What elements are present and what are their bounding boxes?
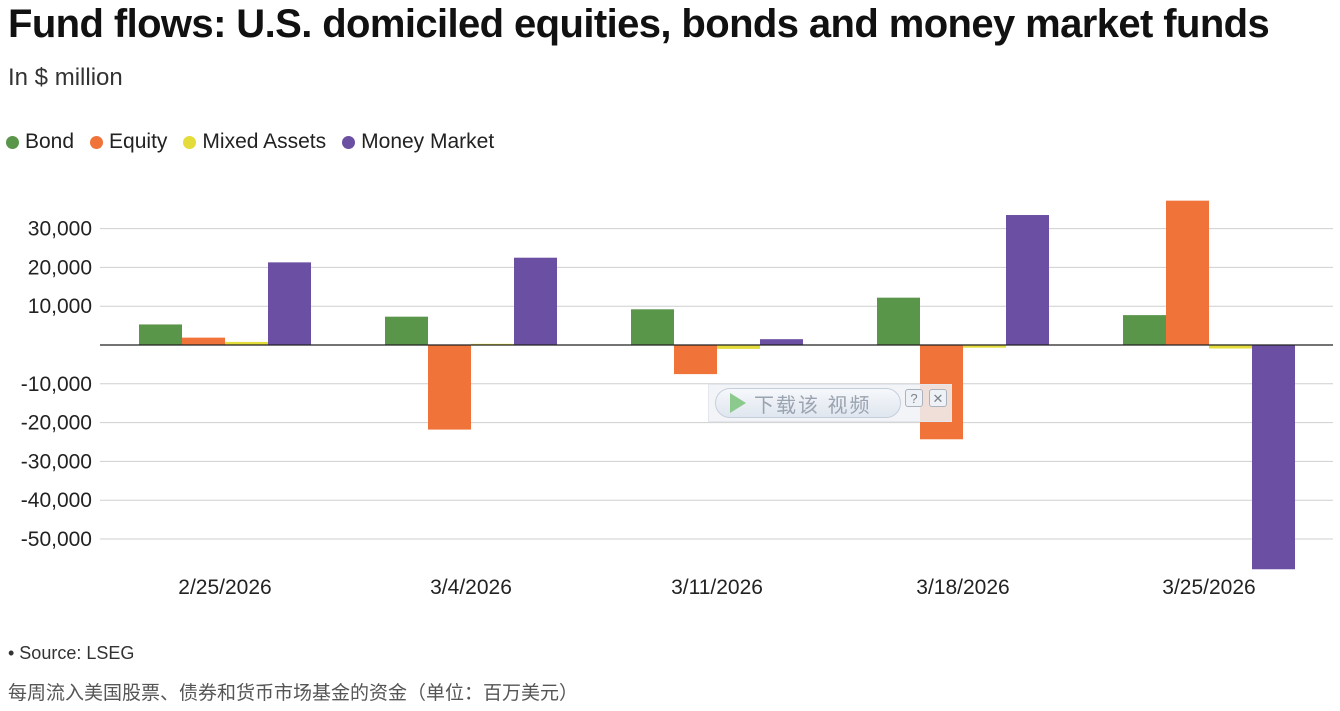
bar-mixed-assets-2 xyxy=(717,345,760,349)
legend-label: Money Market xyxy=(361,130,495,153)
bar-equity-1 xyxy=(428,345,471,430)
legend-item-bond[interactable]: Bond xyxy=(6,130,74,154)
legend: Bond Equity Mixed Assets Money Market xyxy=(6,130,494,154)
bar-money-market-3 xyxy=(1006,215,1049,345)
legend-label: Bond xyxy=(25,130,75,153)
video-download-overlay: 下载该 视频 ? ✕ xyxy=(708,384,952,422)
chinese-caption: 每周流入美国股票、债券和货币市场基金的资金（单位：百万美元） xyxy=(8,683,579,704)
y-tick-label: -50,000 xyxy=(21,528,92,551)
legend-dot-icon xyxy=(342,135,356,149)
legend-item-money-market[interactable]: Money Market xyxy=(342,130,494,154)
y-tick-label: -10,000 xyxy=(21,373,92,396)
bar-equity-0 xyxy=(182,337,225,345)
bar-equity-2 xyxy=(674,345,717,375)
bar-money-market-1 xyxy=(514,257,557,345)
help-icon[interactable]: ? xyxy=(905,389,923,407)
legend-item-equity[interactable]: Equity xyxy=(90,130,167,154)
bar-mixed-assets-3 xyxy=(963,345,1006,348)
x-tick-label: 3/4/2026 xyxy=(430,576,512,599)
bar-bond-2 xyxy=(631,309,674,345)
play-icon xyxy=(730,393,746,413)
y-tick-label: 20,000 xyxy=(28,256,92,279)
bar-mixed-assets-0 xyxy=(225,341,268,345)
bar-bond-3 xyxy=(877,297,920,345)
legend-dot-icon xyxy=(90,135,104,149)
download-video-button[interactable]: 下载该 视频 xyxy=(715,388,901,418)
legend-label: Equity xyxy=(109,130,168,153)
y-tick-label: 10,000 xyxy=(28,295,92,318)
legend-label: Mixed Assets xyxy=(202,130,327,153)
x-tick-label: 3/18/2026 xyxy=(916,576,1009,599)
legend-item-mixed-assets[interactable]: Mixed Assets xyxy=(183,130,326,154)
chart-title: Fund flows: U.S. domiciled equities, bon… xyxy=(8,2,1270,46)
x-tick-label: 2/25/2026 xyxy=(178,576,271,599)
close-icon[interactable]: ✕ xyxy=(929,389,947,407)
legend-dot-icon xyxy=(183,135,197,149)
bar-money-market-0 xyxy=(268,262,311,345)
y-tick-label: 30,000 xyxy=(28,218,92,241)
chart-subtitle: In $ million xyxy=(8,64,123,91)
y-tick-label: -40,000 xyxy=(21,489,92,512)
source-note: • Source: LSEG xyxy=(8,643,135,663)
bar-bond-0 xyxy=(139,324,182,345)
x-tick-label: 3/11/2026 xyxy=(671,576,763,599)
legend-dot-icon xyxy=(6,135,19,149)
download-video-label: 下载该 视频 xyxy=(754,394,872,417)
bar-money-market-4 xyxy=(1252,345,1295,570)
y-tick-label: -20,000 xyxy=(21,412,92,435)
bar-equity-4 xyxy=(1166,200,1209,345)
bar-money-market-2 xyxy=(760,339,803,345)
bar-bond-1 xyxy=(385,316,428,345)
x-tick-label: 3/25/2026 xyxy=(1162,576,1255,599)
bar-mixed-assets-4 xyxy=(1209,345,1252,349)
y-tick-label: -30,000 xyxy=(21,450,92,473)
bar-chart: 30,000 20,000 10,000 -10,000 -20,000 -30,000 -… xyxy=(21,200,1333,599)
bar-bond-4 xyxy=(1123,315,1166,345)
